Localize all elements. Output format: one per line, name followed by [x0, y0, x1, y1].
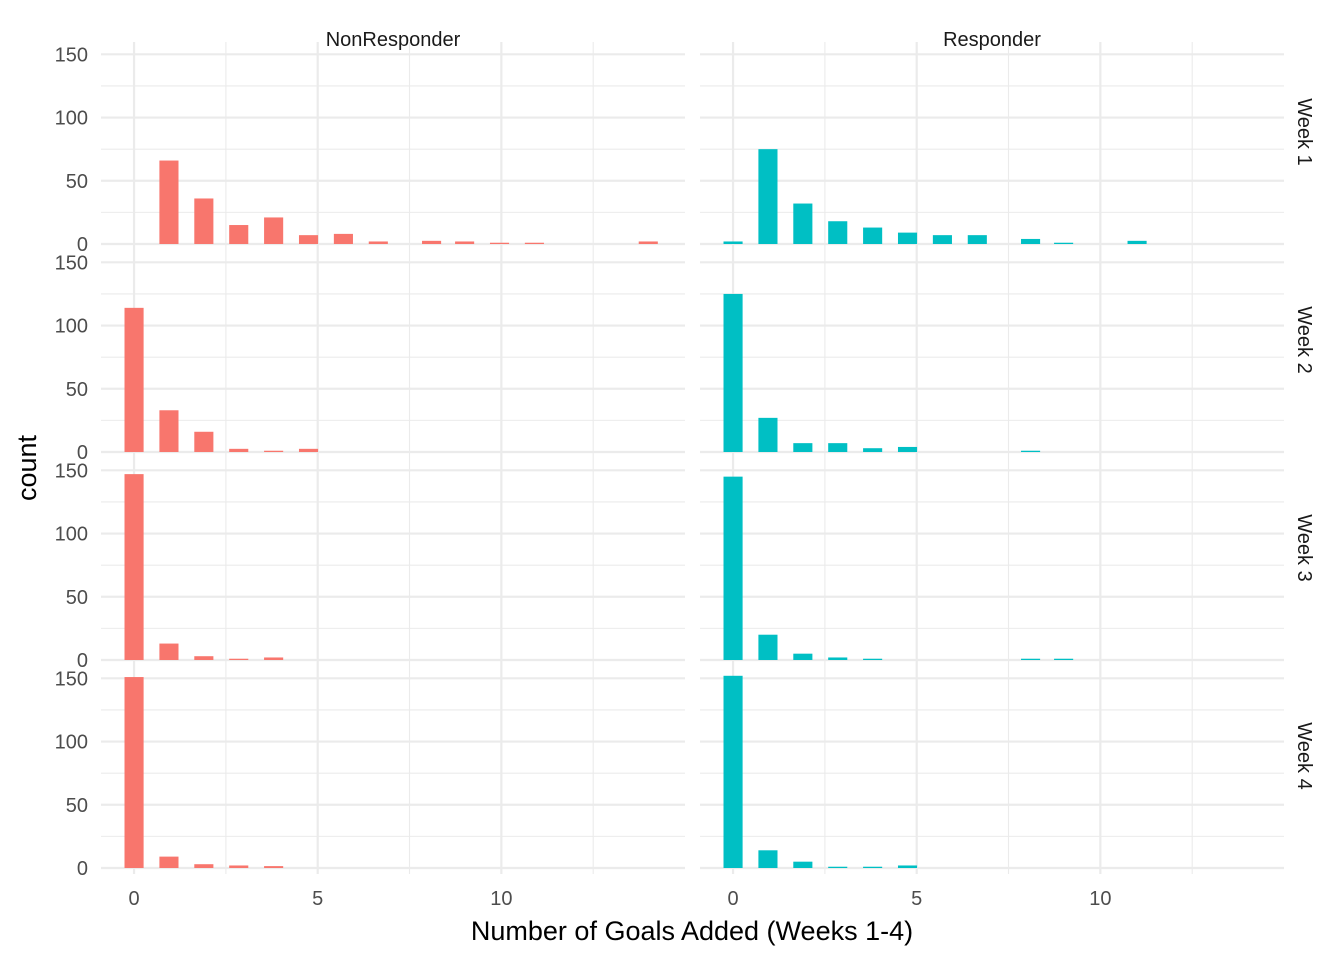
histogram-bar: [124, 307, 144, 452]
histogram-bar: [863, 448, 883, 452]
facet-row-label: Week 2: [1293, 306, 1315, 373]
facet-row-label: Week 4: [1293, 722, 1315, 789]
bar-layer: [124, 149, 1147, 868]
histogram-bar: [828, 866, 848, 868]
histogram-bar: [159, 160, 179, 244]
histogram-bar: [932, 235, 952, 244]
facet-column-label: NonResponder: [326, 29, 461, 51]
histogram-bar: [1021, 238, 1041, 244]
grid-layer: [101, 42, 1284, 874]
histogram-bar: [264, 217, 284, 244]
histogram-bar: [967, 235, 987, 244]
histogram-bar: [828, 443, 848, 452]
y-axis-title: count: [12, 434, 42, 501]
y-tick-label: 50: [66, 171, 88, 193]
histogram-bar: [229, 448, 249, 452]
histogram-bar: [298, 235, 319, 244]
y-tick-label: 150: [55, 668, 88, 690]
histogram-bar: [793, 653, 813, 660]
y-tick-label: 150: [55, 252, 88, 274]
histogram-bar: [897, 446, 918, 452]
histogram-bar: [863, 658, 883, 660]
histogram-bar: [758, 850, 778, 868]
histogram-bar: [124, 474, 144, 660]
histogram-bar: [828, 221, 848, 244]
histogram-bar: [524, 242, 544, 244]
histogram-bar: [368, 241, 388, 244]
facet-row-label: Week 1: [1293, 98, 1315, 165]
histogram-bar: [264, 866, 284, 868]
histogram-bar: [264, 450, 284, 452]
y-tick-label: 0: [77, 650, 88, 672]
histogram-bar: [638, 241, 658, 244]
histogram-bar: [229, 658, 249, 660]
x-tick-label: 0: [727, 888, 738, 910]
histogram-bar: [159, 410, 179, 452]
histogram-bar: [194, 431, 214, 452]
y-tick-label: 100: [55, 316, 88, 338]
histogram-bar: [159, 643, 179, 660]
histogram-bar: [159, 856, 179, 868]
y-tick-label: 0: [77, 858, 88, 880]
y-tick-label: 0: [77, 234, 88, 256]
histogram-bar: [897, 865, 918, 868]
histogram-bar: [229, 225, 249, 244]
y-tick-label: 0: [77, 442, 88, 464]
histogram-bar: [1054, 242, 1074, 244]
y-tick-label: 100: [55, 732, 88, 754]
histogram-bar: [422, 240, 442, 244]
histogram-bar: [194, 656, 214, 660]
x-tick-label: 10: [490, 888, 512, 910]
histogram-bar: [264, 657, 284, 660]
histogram-bar: [333, 233, 353, 244]
histogram-bar: [863, 227, 883, 244]
histogram-bar: [723, 476, 743, 660]
histogram-bar: [863, 866, 883, 868]
facet-row-label: Week 3: [1293, 514, 1315, 581]
histogram-bar: [1054, 658, 1074, 660]
histogram-bar: [1021, 450, 1041, 452]
y-tick-label: 100: [55, 524, 88, 546]
histogram-bar: [489, 242, 510, 244]
histogram-bar: [723, 675, 743, 868]
y-tick-label: 100: [55, 108, 88, 130]
y-tick-label: 150: [55, 460, 88, 482]
x-tick-label: 5: [312, 888, 323, 910]
histogram-bar: [194, 198, 214, 244]
y-tick-label: 50: [66, 587, 88, 609]
histogram-bar: [124, 677, 144, 868]
histogram-bar: [1127, 240, 1147, 244]
histogram-bar: [723, 293, 743, 452]
histogram-bar: [298, 448, 319, 452]
histogram-bar: [758, 634, 778, 660]
histogram-bar: [194, 864, 214, 868]
y-tick-label: 50: [66, 795, 88, 817]
y-tick-label: 50: [66, 379, 88, 401]
histogram-bar: [828, 657, 848, 660]
x-axis-title: Number of Goals Added (Weeks 1-4): [471, 916, 913, 946]
histogram-bar: [793, 861, 813, 868]
histogram-bar: [455, 241, 475, 244]
histogram-bar: [229, 865, 249, 868]
histogram-bar: [793, 443, 813, 452]
facet-column-label: Responder: [943, 29, 1041, 51]
y-tick-label: 150: [55, 44, 88, 66]
x-tick-label: 10: [1089, 888, 1111, 910]
histogram-bar: [758, 417, 778, 452]
x-tick-label: 0: [128, 888, 139, 910]
histogram-bar: [758, 149, 778, 244]
x-tick-label: 5: [911, 888, 922, 910]
histogram-bar: [723, 241, 743, 244]
histogram-bar: [793, 203, 813, 244]
histogram-bar: [1021, 658, 1041, 660]
histogram-bar: [897, 232, 918, 244]
